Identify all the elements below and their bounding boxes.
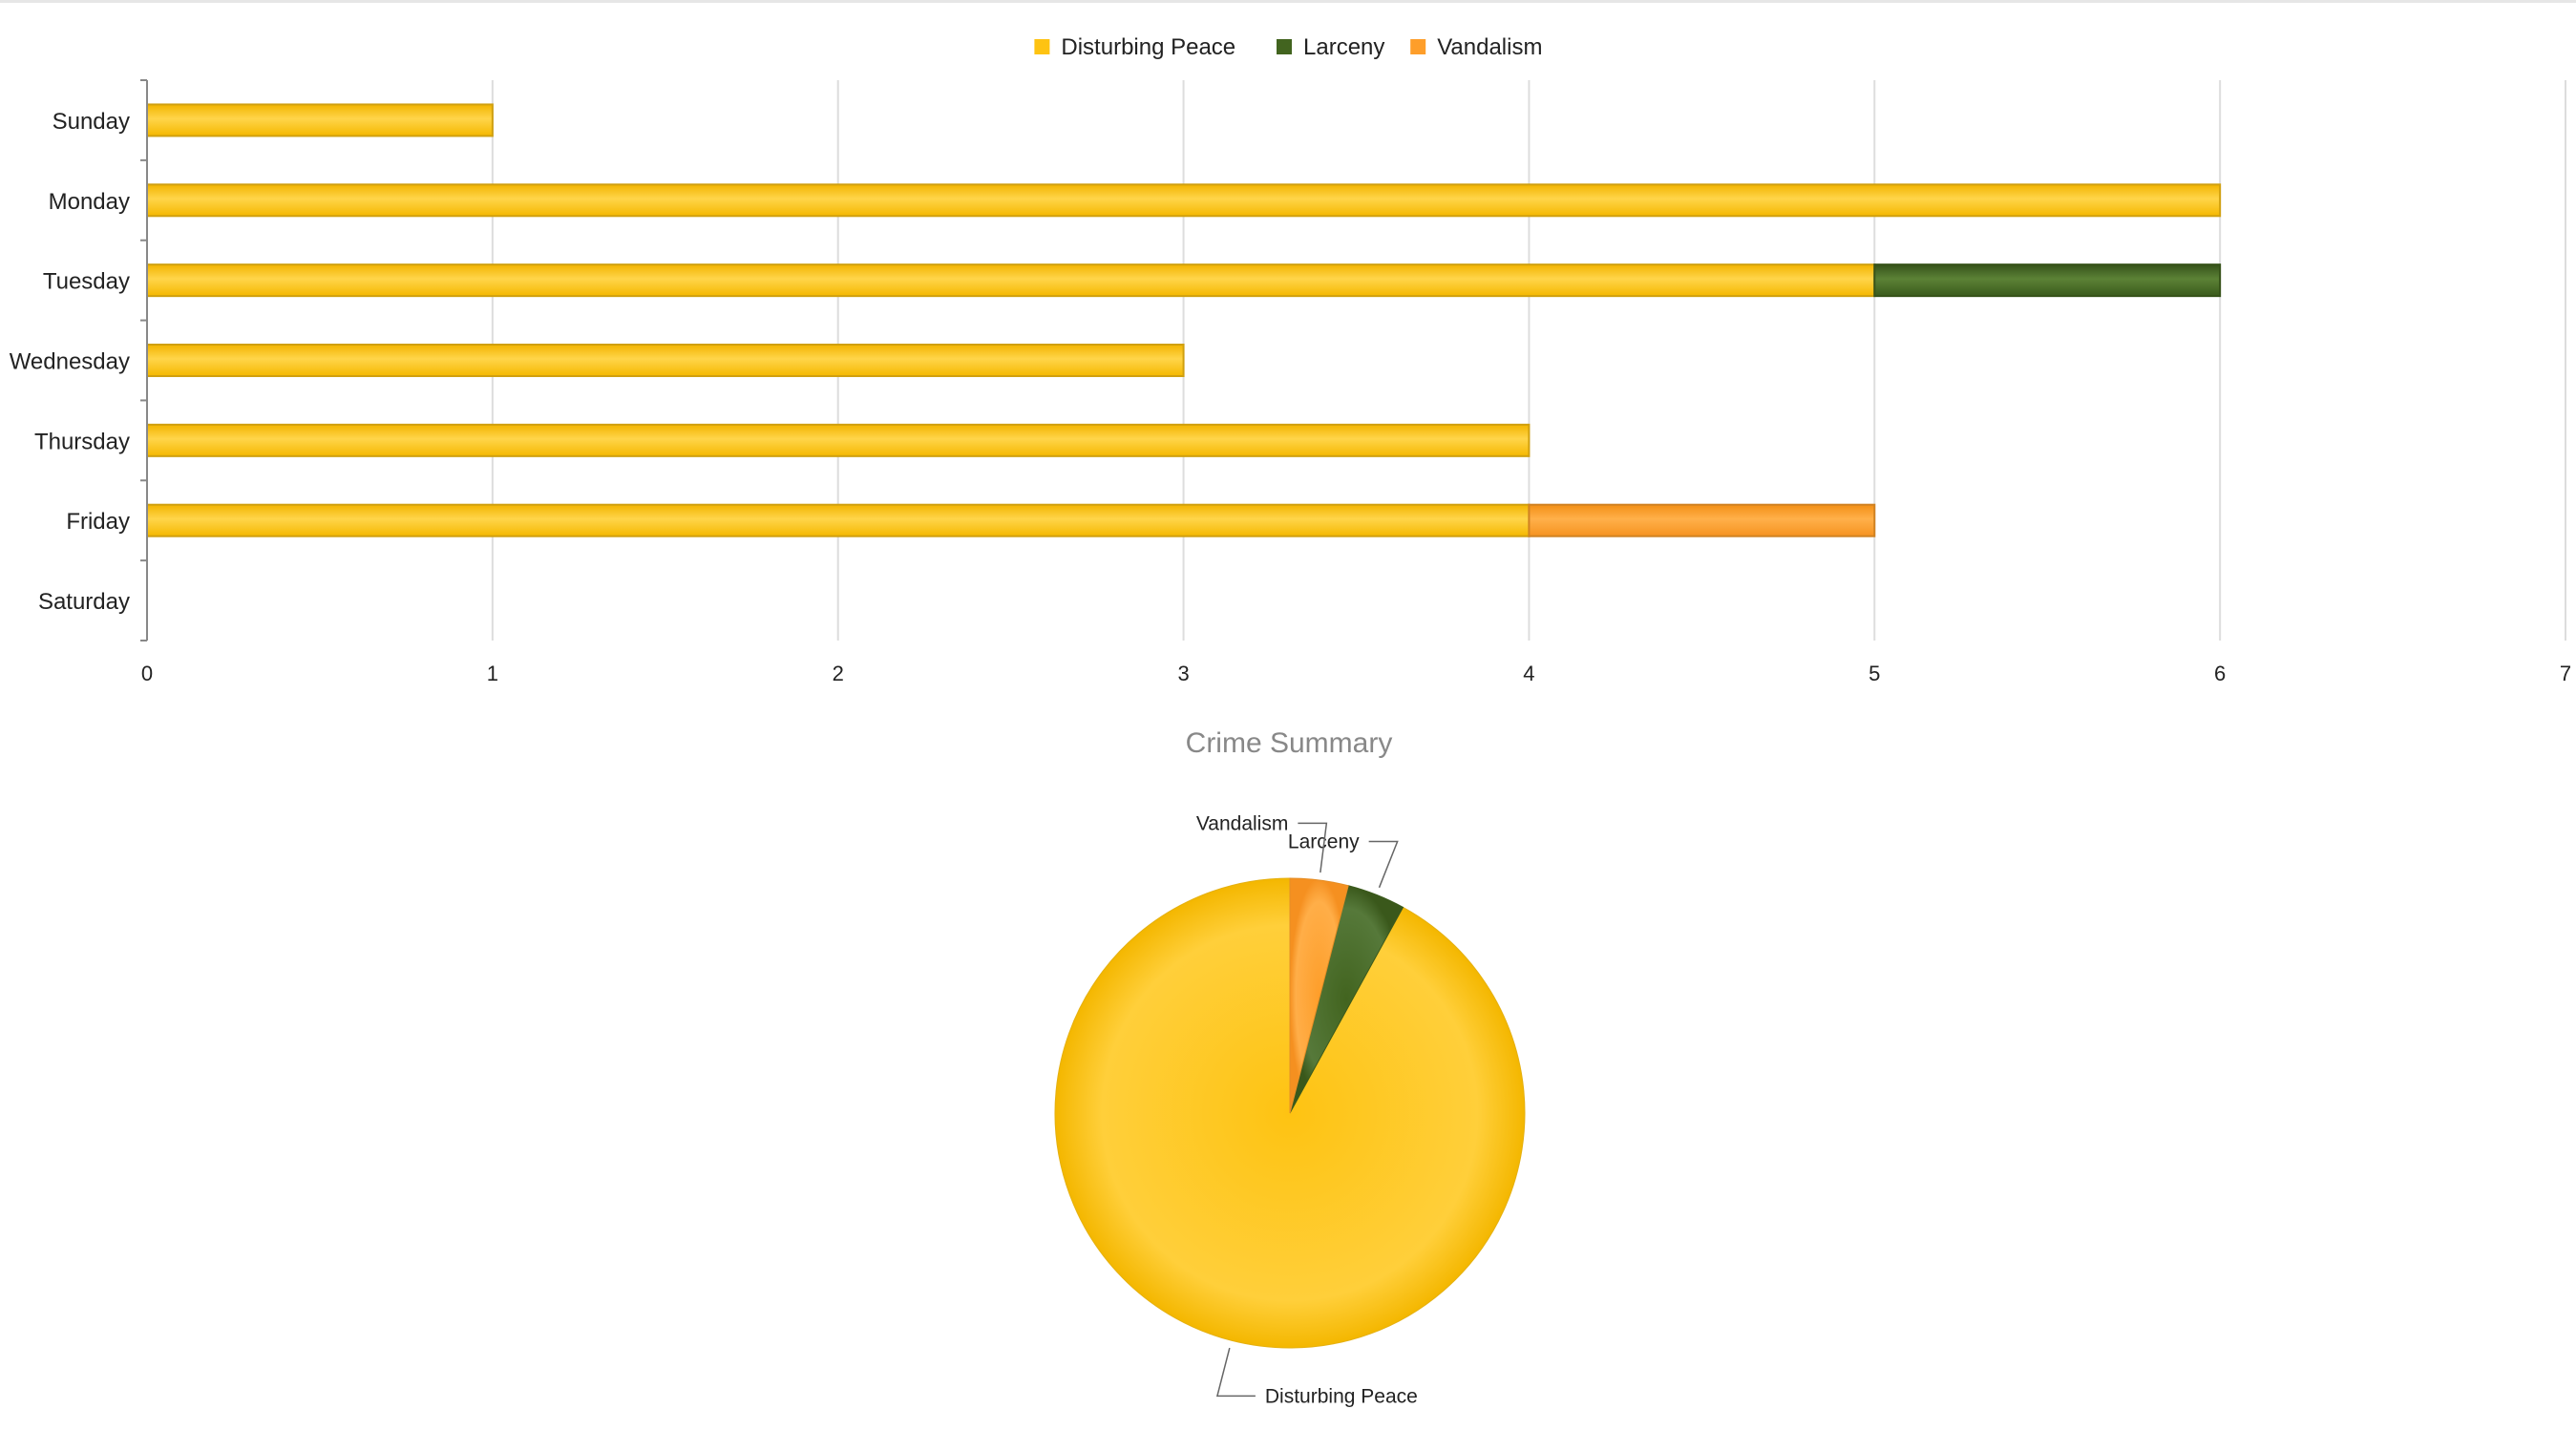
x-tick-label-1: 1 [487,662,498,685]
legend-item-disturbing-peace: Disturbing Peace [1034,34,1235,60]
legend: Disturbing Peace Larceny Vandalism [1034,34,1542,60]
bar-vandalism-friday [1528,503,1876,537]
bar-disturbing-peace-wednesday [146,344,1185,377]
pie-chart-title: Crime Summary [1186,727,1393,759]
bar-disturbing-peace-sunday [146,103,494,137]
y-tick-label-thursday: Thursday [34,429,130,454]
pie-leader-line-disturbing-peace [1215,1347,1256,1398]
y-tick-label-monday: Monday [49,189,130,215]
pie-label-disturbing-peace: Disturbing Peace [1265,1385,1418,1407]
x-tick-label-5: 5 [1869,662,1880,685]
bar-disturbing-peace-tuesday [146,263,1876,298]
y-tick-label-wednesday: Wednesday [10,349,130,375]
y-tick-label-friday: Friday [66,509,130,535]
bar-disturbing-peace-thursday [146,423,1531,457]
y-tick-label-tuesday: Tuesday [43,269,130,295]
x-tick-label-4: 4 [1523,662,1534,685]
x-tick-label-7: 7 [2560,662,2571,685]
y-tick-label-sunday: Sunday [53,109,130,135]
legend-swatch-larceny [1277,39,1292,54]
x-tick-label-2: 2 [833,662,844,685]
x-tick-label-0: 0 [141,662,153,685]
legend-item-larceny: Larceny [1277,34,1384,60]
bar-disturbing-peace-monday [146,183,2222,218]
pie-label-vandalism: Vandalism [1196,812,1289,834]
pie-leader-line-vandalism [1298,822,1328,873]
y-tick-label-saturday: Saturday [38,589,130,615]
x-tick-label-3: 3 [1177,662,1189,685]
legend-swatch-vandalism [1410,39,1426,54]
pie-leader-line-larceny [1368,840,1399,889]
legend-swatch-disturbing-peace [1034,39,1050,54]
x-tick-label-6: 6 [2214,662,2226,685]
bar-disturbing-peace-friday [146,503,1531,537]
legend-label-vandalism: Vandalism [1437,34,1542,60]
legend-item-vandalism: Vandalism [1410,34,1542,60]
legend-label-larceny: Larceny [1303,34,1384,60]
bar-chart-plot [146,103,2222,537]
legend-label-disturbing-peace: Disturbing Peace [1061,34,1235,60]
pie-slice-vandalism [1289,877,1349,1114]
bar-larceny-tuesday [1873,263,2222,298]
bar-chart-axes: 0 1 2 3 4 5 6 7 Sunday Monday Tuesday Wednesday Thur… [10,79,2571,685]
